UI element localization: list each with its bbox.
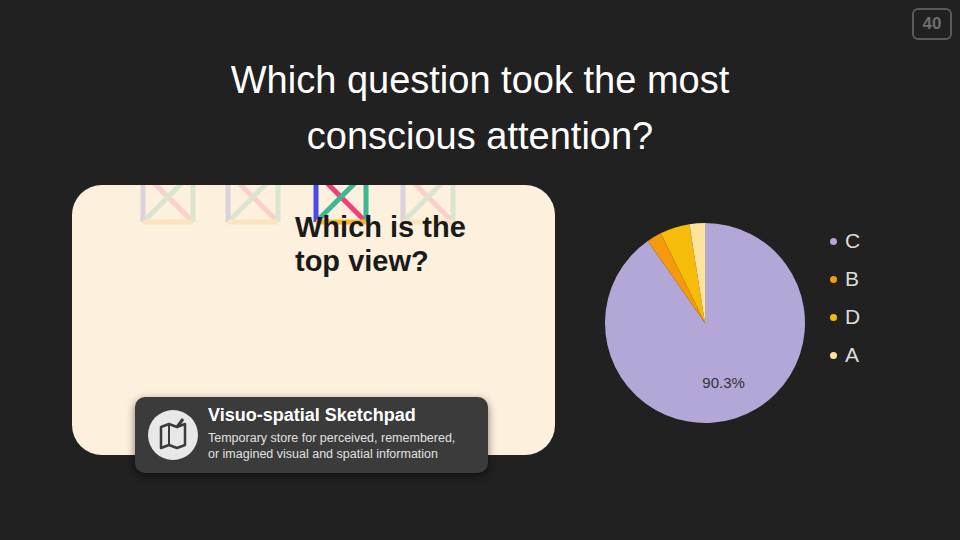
html-text:C: C: [845, 229, 861, 252]
html-text:B: B: [845, 267, 859, 290]
html-text:A: A: [845, 343, 859, 366]
html-text:or imagined visual and spatial: or imagined visual and spatial informati…: [208, 447, 438, 461]
html-text:D: D: [845, 305, 861, 328]
html-text:40: 40: [922, 14, 942, 33]
html-text:conscious attention?: conscious attention?: [306, 115, 654, 157]
html-text:Temporary store for perceived,: Temporary store for perceived, remembere…: [208, 431, 456, 445]
html-text:Which is the: Which is the: [295, 211, 466, 243]
svg-text:90.3%: 90.3%: [702, 374, 745, 391]
html-text:Which question took the most: Which question took the most: [230, 59, 730, 101]
html-text:top view?: top view?: [295, 245, 429, 277]
html-text:Visuo-spatial Sketchpad: Visuo-spatial Sketchpad: [208, 405, 416, 425]
